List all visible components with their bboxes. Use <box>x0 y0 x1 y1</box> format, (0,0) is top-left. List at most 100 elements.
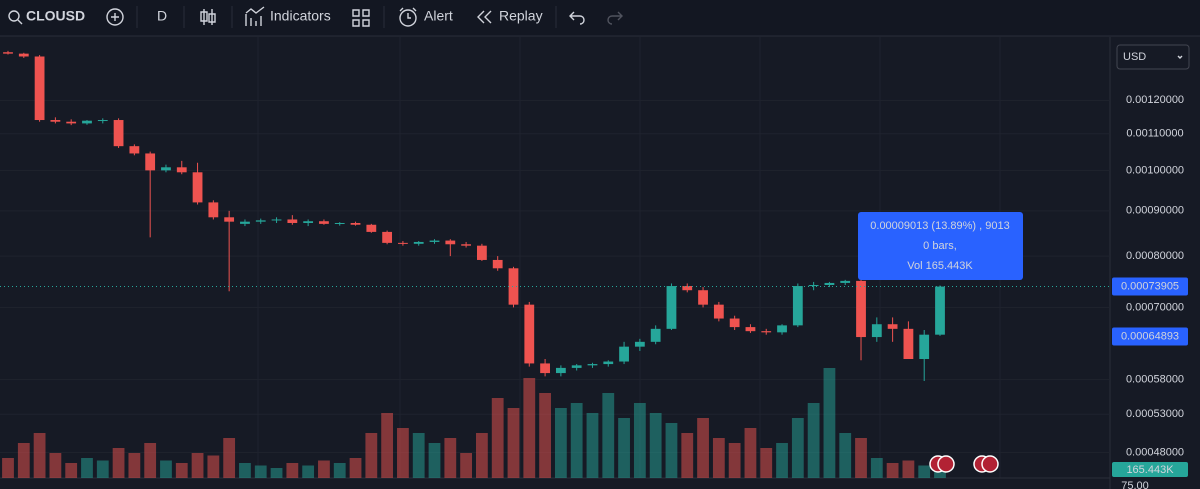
candle-body <box>698 290 708 305</box>
candle-body <box>350 222 361 225</box>
candle-body <box>334 222 345 224</box>
volume-bar <box>112 448 125 478</box>
replay-icon <box>477 10 492 24</box>
interval[interactable]: D <box>157 8 167 24</box>
candle-body <box>508 268 519 305</box>
volume-bar <box>712 438 725 478</box>
candle-body <box>145 153 156 171</box>
candle-body <box>271 219 282 221</box>
candle-body <box>729 318 740 328</box>
volume-bar <box>823 368 836 478</box>
candle-body <box>634 341 645 347</box>
candle-body <box>555 367 566 374</box>
candle-body <box>413 241 424 244</box>
y-tick-label: 0.00058000 <box>1126 374 1184 386</box>
redo[interactable] <box>607 11 623 25</box>
candle-body <box>887 324 898 329</box>
volume-bar <box>397 428 409 478</box>
candle-body <box>161 167 171 171</box>
replay-button[interactable]: Replay <box>499 8 543 24</box>
alert-icon <box>399 9 417 27</box>
chart-type-icon[interactable] <box>200 9 216 25</box>
volume-bar <box>476 433 488 478</box>
volume-bar <box>254 465 267 478</box>
volume-bar <box>160 460 172 478</box>
candle-body <box>761 331 772 333</box>
candle-body <box>903 328 914 360</box>
candle-body <box>303 221 314 223</box>
candle-body <box>97 120 108 122</box>
volume-bar <box>286 463 299 478</box>
volume-bar <box>318 460 330 478</box>
candle-body <box>840 280 851 283</box>
y-tick-label: 0.00048000 <box>1126 446 1184 458</box>
volume-bar <box>681 433 694 478</box>
alert-button[interactable]: Alert <box>424 8 453 24</box>
candle-body <box>192 172 203 203</box>
candle-body <box>524 304 535 364</box>
currency-dropdown[interactable] <box>1116 44 1190 70</box>
event-flag <box>937 455 955 473</box>
volume-bar <box>807 403 820 478</box>
symbol[interactable]: CLOUSD <box>26 8 85 24</box>
candle-body <box>650 328 661 342</box>
candle-body <box>824 282 835 286</box>
candle-body <box>619 346 629 362</box>
candle-body <box>34 56 45 121</box>
y-tick-label: 0.00110000 <box>1126 128 1183 140</box>
candle-body <box>935 286 945 335</box>
volume-bar <box>697 418 709 478</box>
search-icon-handle <box>17 19 23 25</box>
volume-bar <box>302 465 315 478</box>
volume-axis-label: 75.00 <box>1121 480 1149 489</box>
candle-body <box>255 220 266 222</box>
volume-bar <box>333 463 346 478</box>
indicators-icon <box>245 6 265 26</box>
y-tick-label: 0.00100000 <box>1126 164 1184 176</box>
volume-bar <box>523 378 536 478</box>
candle-body <box>477 245 487 260</box>
volume-bar <box>144 443 157 478</box>
candle-body <box>792 286 803 326</box>
volume-bar <box>839 433 852 478</box>
candle-body <box>461 244 471 246</box>
y-tick-label: 0.00053000 <box>1126 408 1184 420</box>
candle-body <box>492 259 503 269</box>
volume-bar <box>633 403 646 478</box>
volume-bar <box>365 433 378 478</box>
undo[interactable] <box>569 11 585 25</box>
candle-body <box>429 240 440 242</box>
toolbar: CLOUSD D Indicators Alert Replay <box>0 0 1200 37</box>
layouts-icon[interactable] <box>352 9 370 27</box>
y-tick-label: 0.00070000 <box>1126 301 1184 313</box>
volume-bar <box>49 453 62 478</box>
event-flag <box>981 455 999 473</box>
candle-body <box>113 120 124 147</box>
volume-bar <box>239 463 251 478</box>
volume-bar <box>728 443 741 478</box>
indicators-button[interactable]: Indicators <box>270 8 331 24</box>
candle-body <box>18 53 29 57</box>
currency-label: USD <box>1123 51 1146 63</box>
candle-body <box>587 364 598 366</box>
volume-bar <box>65 463 78 478</box>
volume-label: 165.443K <box>1126 464 1174 476</box>
last-price-label: 0.00073905 <box>1121 280 1179 292</box>
volume-bar <box>649 413 662 478</box>
volume-bar <box>665 423 678 478</box>
volume-bar <box>870 458 883 478</box>
tooltip-line: 0 bars, <box>923 240 957 252</box>
tooltip <box>858 212 1023 280</box>
candle-body <box>777 325 787 333</box>
volume-bar <box>570 403 583 478</box>
candle-body <box>682 286 693 291</box>
candle-body <box>856 280 866 338</box>
candle-body <box>82 120 92 124</box>
search-icon[interactable] <box>8 10 20 22</box>
add-symbol[interactable] <box>106 8 124 26</box>
tooltip-line: Vol 165.443K <box>907 260 973 272</box>
volume-bar <box>776 443 788 478</box>
candle-body <box>129 146 140 154</box>
candle-body <box>871 324 882 338</box>
